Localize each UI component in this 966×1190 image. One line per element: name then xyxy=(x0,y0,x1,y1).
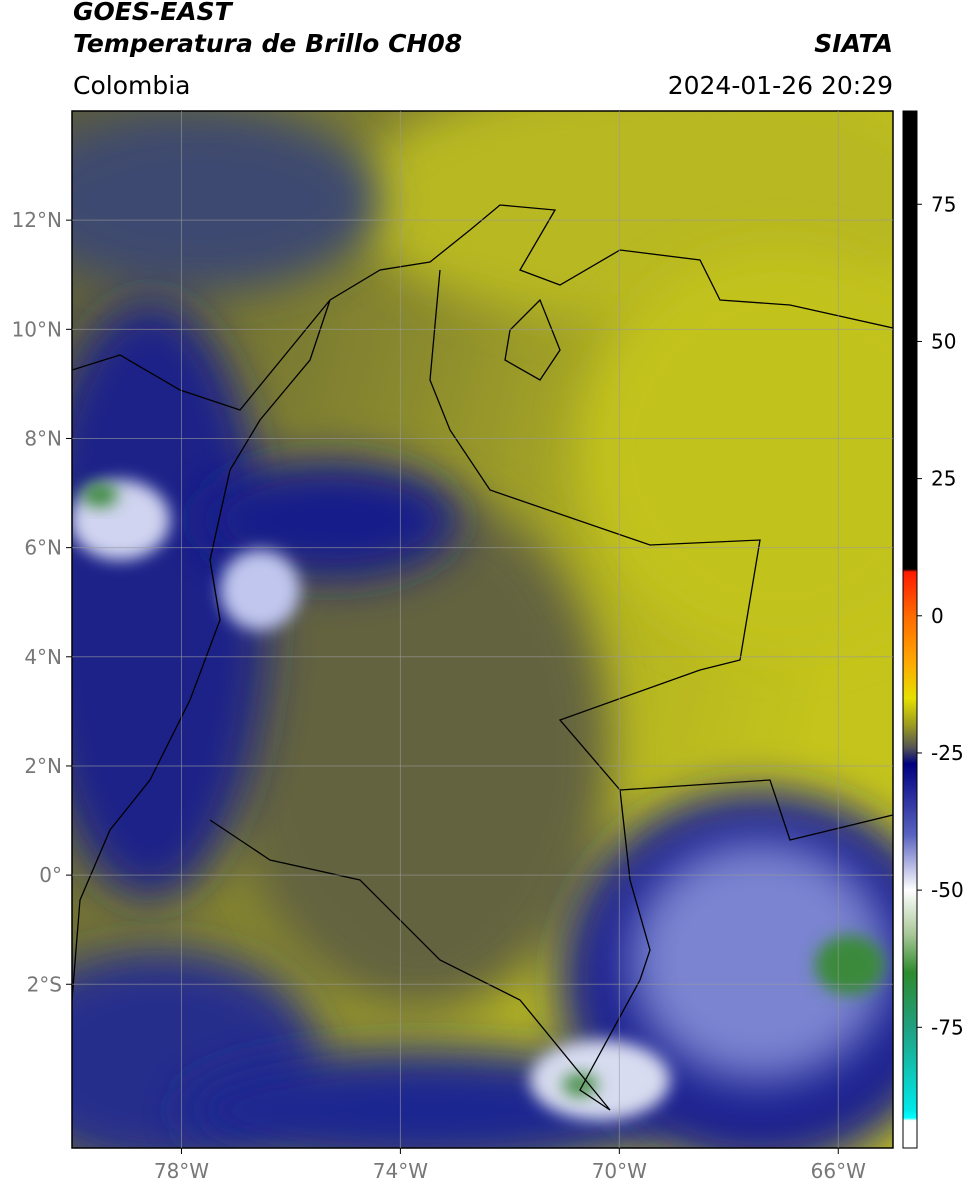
y-tick-label: 12°N xyxy=(12,208,62,232)
x-tick-label: 78°W xyxy=(154,1159,209,1183)
colorbar-tick-label: -75 xyxy=(931,1015,964,1039)
satellite-image xyxy=(72,111,893,1148)
x-tick-label: 70°W xyxy=(592,1159,647,1183)
colorbar-tick-label: 75 xyxy=(931,192,956,216)
colorbar-tick-label: 0 xyxy=(931,604,944,628)
x-tick-label: 74°W xyxy=(373,1159,428,1183)
y-tick-label: 6°N xyxy=(24,536,62,560)
datetime: 2024-01-26 20:29 xyxy=(667,71,893,100)
y-tick-label: 8°N xyxy=(24,426,62,450)
y-tick-label: 0° xyxy=(39,863,62,887)
colorbar-frame xyxy=(902,110,918,1149)
y-tick-label: 10°N xyxy=(12,317,62,341)
colorbar-tick-label: -25 xyxy=(931,741,964,765)
y-tick-label: 4°N xyxy=(24,645,62,669)
title: Temperatura de Brillo CH08 xyxy=(73,29,463,58)
x-tick-label: 66°W xyxy=(811,1159,866,1183)
region: Colombia xyxy=(73,71,191,100)
colorbar xyxy=(903,111,917,1148)
coastlines xyxy=(72,204,893,1111)
y-tick-label: 2°N xyxy=(24,754,62,778)
colorbar-tick-label: 25 xyxy=(931,467,956,491)
colorbar-tick-label: -50 xyxy=(931,878,964,902)
y-tick-label: 2°S xyxy=(27,972,62,996)
source: SIATA xyxy=(814,29,893,58)
title: GOES-EAST xyxy=(73,0,232,26)
colorbar-tick-label: 50 xyxy=(931,329,956,353)
map-frame xyxy=(71,110,894,1149)
